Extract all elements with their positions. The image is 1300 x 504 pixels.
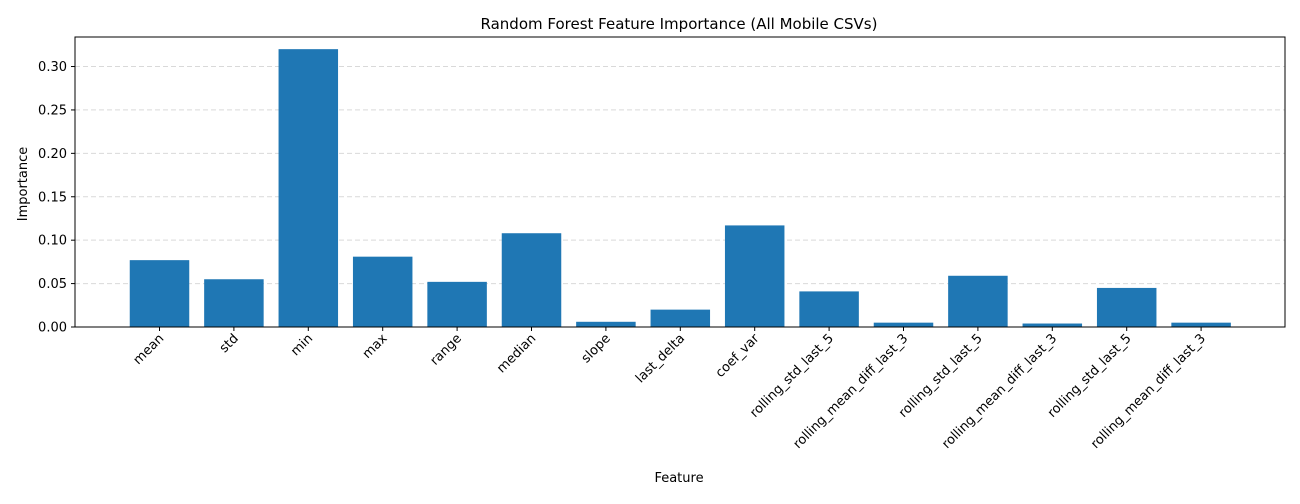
x-tick-label: mean	[131, 331, 168, 368]
x-axis: mean std min max range median slope last_delta c…	[131, 327, 1209, 452]
y-tick-label: 0.25	[38, 103, 67, 118]
bar-5	[501, 233, 562, 327]
grid-lines	[75, 66, 1285, 285]
bar-11	[948, 275, 1008, 327]
chart-title: Random Forest Feature Importance (All Mo…	[481, 15, 878, 33]
x-tick-label: slope	[579, 331, 614, 366]
x-tick-label: last_delta	[633, 331, 688, 386]
bar-0	[129, 260, 190, 327]
x-tick-label: median	[494, 331, 539, 376]
x-axis-label: Feature	[654, 471, 703, 486]
x-tick-label: std	[217, 331, 242, 356]
y-tick-label: 0.30	[38, 60, 67, 75]
y-axis-label: Importance	[16, 147, 31, 222]
y-tick-label: 0.05	[38, 277, 67, 292]
bar-10	[873, 322, 934, 327]
bar-1	[204, 279, 264, 327]
bar-12	[1022, 323, 1083, 327]
bar-8	[724, 225, 785, 327]
x-tick-label: coef_var	[713, 331, 763, 381]
bar-9	[799, 291, 859, 327]
y-tick-label: 0.10	[38, 234, 67, 249]
y-tick-label: 0.00	[38, 321, 67, 336]
bar-4	[427, 281, 487, 327]
bar-3	[352, 256, 413, 327]
x-tick-label: range	[428, 331, 465, 368]
bar-13	[1096, 287, 1157, 327]
bars	[129, 49, 1231, 327]
x-tick-label: max	[360, 331, 391, 362]
y-axis: 0.00 0.05 0.10 0.15 0.20 0.25 0.30	[38, 60, 75, 336]
y-tick-label: 0.20	[38, 147, 67, 162]
bar-14	[1171, 322, 1231, 327]
bar-2	[278, 49, 339, 327]
y-tick-label: 0.15	[38, 190, 67, 205]
bar-7	[650, 309, 711, 327]
bar-6	[576, 321, 636, 327]
x-tick-label: min	[288, 331, 316, 359]
